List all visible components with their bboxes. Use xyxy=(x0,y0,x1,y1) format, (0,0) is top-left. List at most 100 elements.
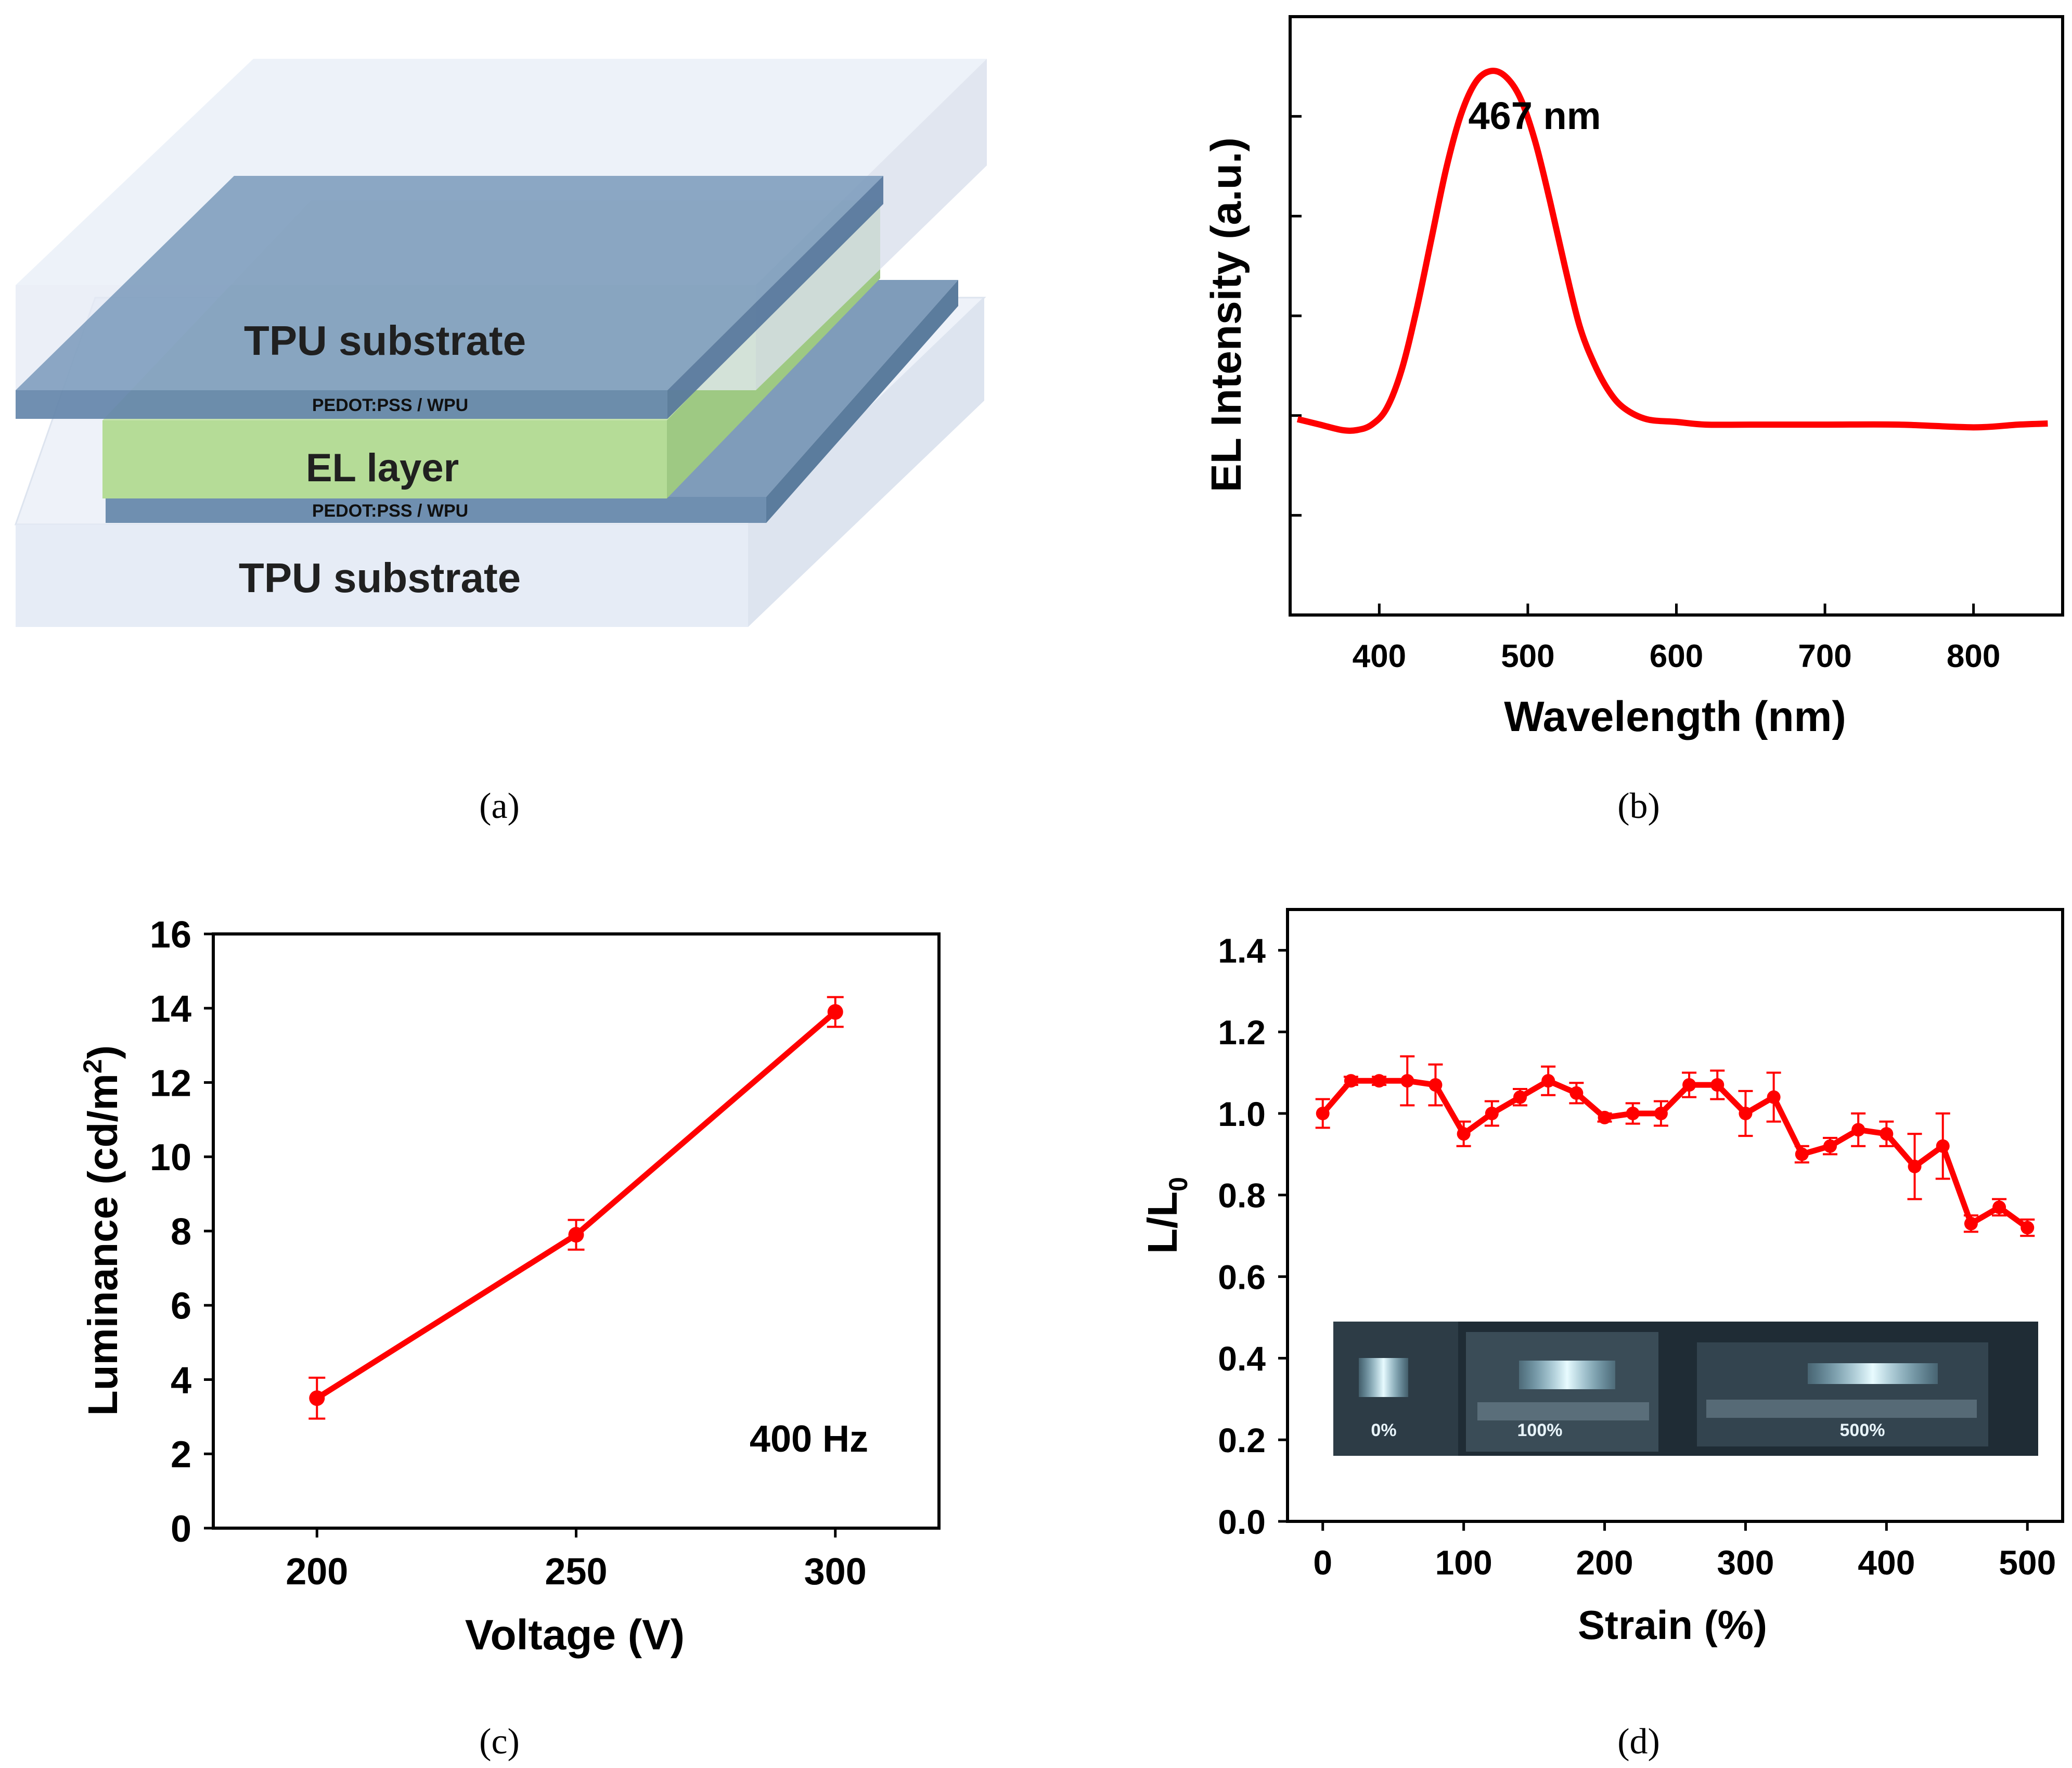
d-data-point-18 xyxy=(1823,1139,1837,1153)
c-luminance-line xyxy=(315,1009,838,1401)
d-data-point-0 xyxy=(1316,1107,1330,1120)
d-x-tick-label-2: 200 xyxy=(1576,1543,1633,1582)
c-y-tick-label-6: 12 xyxy=(150,1062,191,1104)
bottom-electrode-front-face xyxy=(106,497,766,523)
c-y-tick-label-1: 2 xyxy=(171,1434,191,1476)
d-data-point-2 xyxy=(1372,1074,1386,1088)
bottom-substrate-side-face xyxy=(748,298,984,627)
d-x-tick-label-4: 400 xyxy=(1858,1543,1915,1582)
c-y-tick-label-7: 14 xyxy=(150,989,191,1030)
d-y-tick-label-2: 0.4 xyxy=(1218,1339,1266,1378)
d-inset-mount-100 xyxy=(1477,1402,1649,1420)
d-y-axis-label-main: L/L xyxy=(1139,1192,1186,1254)
c-y-tick-label-5: 10 xyxy=(150,1137,191,1178)
c-y-axis-label-end: ) xyxy=(80,1045,126,1059)
d-data-point-25 xyxy=(2020,1221,2035,1235)
d-y-axis-label: L/L0 xyxy=(1139,1177,1193,1254)
panel-d-caption: (d) xyxy=(1617,1722,1660,1762)
d-data-point-20 xyxy=(1880,1127,1894,1141)
d-data-point-7 xyxy=(1513,1090,1527,1104)
d-data-point-23 xyxy=(1964,1216,1978,1231)
d-y-tick-label-3: 0.6 xyxy=(1218,1258,1266,1296)
d-y-tick-label-7: 1.4 xyxy=(1218,931,1266,970)
c-y-tick-labels: 0 2 4 6 8 10 12 14 16 xyxy=(150,914,191,1550)
d-inset-shade-3 xyxy=(1697,1342,1988,1446)
c-y-tick-label-0: 0 xyxy=(171,1508,191,1550)
d-data-point-24 xyxy=(1992,1200,2006,1214)
d-inset-glow-500 xyxy=(1808,1363,1938,1384)
d-data-point-1 xyxy=(1344,1074,1358,1088)
c-plot-frame xyxy=(212,932,941,1530)
d-ratio-line xyxy=(1320,1078,2029,1230)
b-x-tick-label-2: 600 xyxy=(1650,638,1703,674)
b-x-tick-label-4: 800 xyxy=(1947,638,2000,674)
d-inset-photo: 0% 100% 500% xyxy=(1333,1322,2038,1456)
d-y-tick-label-4: 0.8 xyxy=(1218,1176,1266,1215)
d-x-tick-label-1: 100 xyxy=(1435,1543,1492,1582)
top-electrode-side-face xyxy=(667,176,883,419)
panel-d-strain-chart: 0% 100% 500% 0 100 200 300 400 500 0.00.20.40… xyxy=(1139,908,2064,1648)
d-inset-label-100: 100% xyxy=(1517,1420,1563,1440)
top-electrode-front-face xyxy=(16,390,667,419)
d-x-tick-label-0: 0 xyxy=(1313,1543,1332,1582)
d-inset-shade-2 xyxy=(1466,1332,1658,1452)
d-data-points xyxy=(1315,1055,2035,1237)
d-inset-glow-100 xyxy=(1519,1361,1615,1389)
c-x-tick-label-2: 300 xyxy=(804,1551,867,1593)
d-data-point-3 xyxy=(1400,1074,1414,1088)
d-data-point-21 xyxy=(1908,1159,1922,1173)
c-data-point-1 xyxy=(568,1227,584,1243)
c-y-tick-label-4: 8 xyxy=(171,1211,191,1253)
d-data-point-8 xyxy=(1541,1074,1555,1088)
b-x-tick-label-0: 400 xyxy=(1353,638,1406,674)
d-data-point-19 xyxy=(1851,1123,1865,1137)
d-inset-mount-500 xyxy=(1706,1400,1977,1418)
b-spectrum-line xyxy=(1296,68,2048,434)
d-y-tick-label-0: 0.0 xyxy=(1218,1503,1266,1541)
top-electrode-top-face xyxy=(16,176,883,390)
c-data-point-0 xyxy=(309,1390,325,1406)
d-plot-frame xyxy=(1286,908,2064,1523)
d-x-tick-label-3: 300 xyxy=(1717,1543,1774,1582)
d-data-point-10 xyxy=(1598,1110,1612,1124)
b-plot-frame xyxy=(1289,15,2064,617)
d-y-tick-label-5: 1.0 xyxy=(1218,1095,1266,1133)
b-x-tick-label-1: 500 xyxy=(1501,638,1554,674)
c-y-tick-label-2: 4 xyxy=(171,1360,191,1401)
panel-c-caption: (c) xyxy=(479,1722,520,1762)
c-frequency-annotation: 400 Hz xyxy=(750,1418,868,1460)
c-y-axis-label-main: Luminance (cd/m xyxy=(80,1073,126,1416)
bottom-electrode-label: PEDOT:PSS / WPU xyxy=(312,501,468,521)
d-data-point-4 xyxy=(1428,1078,1443,1092)
panel-b-el-spectrum-chart: 400 500 600 700 800 467 nm Wavelength (nm) E… xyxy=(1203,15,2064,740)
bottom-substrate-front-face xyxy=(16,524,748,627)
top-electrode-label: PEDOT:PSS / WPU xyxy=(312,395,468,415)
d-y-axis-label-sub: 0 xyxy=(1164,1177,1193,1192)
panel-b-caption: (b) xyxy=(1617,786,1660,826)
d-data-point-17 xyxy=(1795,1147,1809,1161)
bottom-electrode-side-face xyxy=(766,280,958,523)
el-layer-front-face xyxy=(102,420,667,498)
d-x-tick-label-5: 500 xyxy=(1999,1543,2056,1582)
c-x-tick-label-0: 200 xyxy=(286,1551,348,1593)
d-data-point-12 xyxy=(1654,1107,1668,1120)
d-inset-label-0: 0% xyxy=(1371,1420,1396,1440)
c-y-tick-label-8: 16 xyxy=(150,914,191,956)
b-x-tick-labels: 400 500 600 700 800 xyxy=(1353,638,2001,674)
panel-a-device-diagram: TPU substrate PEDOT:PSS / WPU EL layer P… xyxy=(14,59,987,627)
d-x-tick-labels: 0 100 200 300 400 500 xyxy=(1313,1543,2056,1582)
b-x-axis-label: Wavelength (nm) xyxy=(1504,693,1846,740)
d-inset-glow-0 xyxy=(1359,1358,1408,1397)
d-data-point-22 xyxy=(1936,1139,1950,1153)
el-layer-label: EL layer xyxy=(306,446,459,490)
panel-a-caption: (a) xyxy=(479,786,520,826)
d-inset-label-500: 500% xyxy=(1840,1420,1885,1440)
top-substrate-label: TPU substrate xyxy=(244,317,526,364)
c-data-points xyxy=(308,996,844,1420)
d-y-tick-label-6: 1.2 xyxy=(1218,1013,1266,1052)
d-data-point-5 xyxy=(1457,1127,1471,1141)
d-x-axis-label: Strain (%) xyxy=(1578,1602,1767,1648)
top-substrate-side-face xyxy=(756,59,987,390)
d-data-point-13 xyxy=(1682,1078,1696,1092)
